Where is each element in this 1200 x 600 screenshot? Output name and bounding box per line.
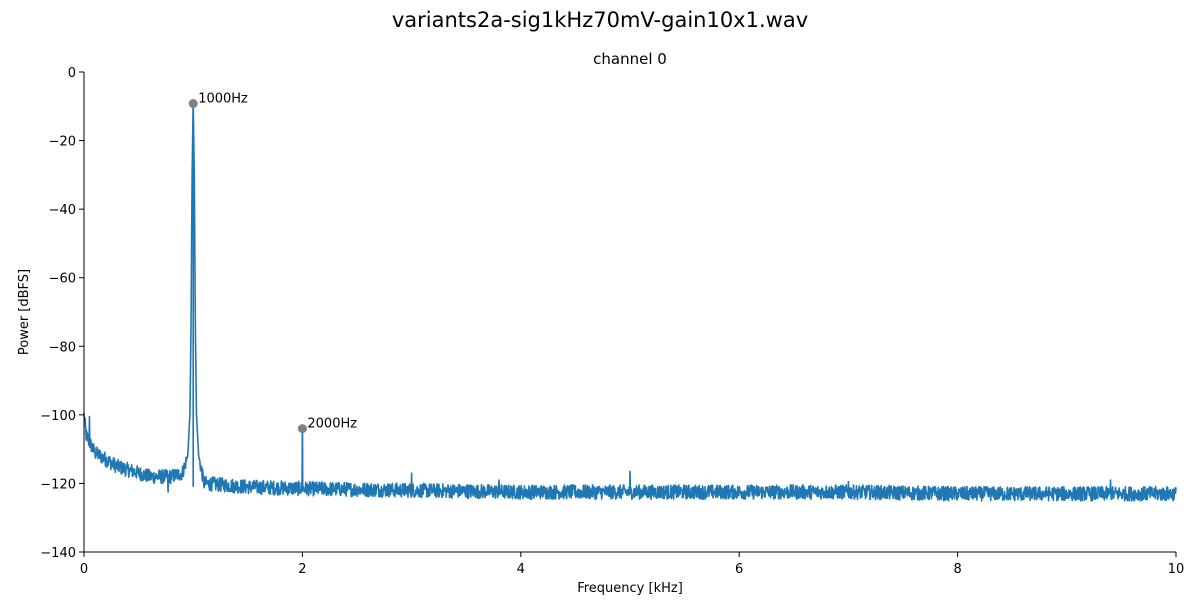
y-tick-label: −140	[40, 546, 76, 561]
y-tick-label: −80	[49, 340, 76, 355]
y-ticks: 0 −20 −40 −60 −80 −100 −120 −140	[40, 66, 84, 561]
x-ticks: 0 2 4 6 8 10	[80, 552, 1184, 577]
y-tick-label: −60	[49, 272, 76, 287]
x-tick-label: 10	[1168, 562, 1185, 577]
x-tick-label: 4	[517, 562, 525, 577]
x-tick-label: 6	[735, 562, 743, 577]
x-tick-label: 0	[80, 562, 88, 577]
chart-title: channel 0	[593, 50, 667, 68]
y-tick-label: −100	[40, 409, 76, 424]
peak-label-1: 1000Hz	[198, 92, 248, 107]
y-tick-label: −120	[40, 477, 76, 492]
plot-area: 1000Hz 2000Hz	[83, 92, 1177, 502]
y-tick-label: −20	[49, 135, 76, 150]
x-tick-label: 8	[953, 562, 961, 577]
x-axis-label: Frequency [kHz]	[577, 581, 683, 596]
y-axis-label: Power [dBFS]	[17, 269, 32, 355]
peak-marker-1	[188, 99, 198, 109]
y-tick-label: 0	[68, 66, 76, 81]
peak-marker-2	[297, 424, 307, 434]
x-tick-label: 2	[298, 562, 306, 577]
peak-label-2: 2000Hz	[307, 417, 357, 432]
figure-suptitle: variants2a-sig1kHz70mV-gain10x1.wav	[391, 8, 809, 32]
spectrum-line	[83, 102, 1177, 502]
y-tick-label: −40	[49, 203, 76, 218]
